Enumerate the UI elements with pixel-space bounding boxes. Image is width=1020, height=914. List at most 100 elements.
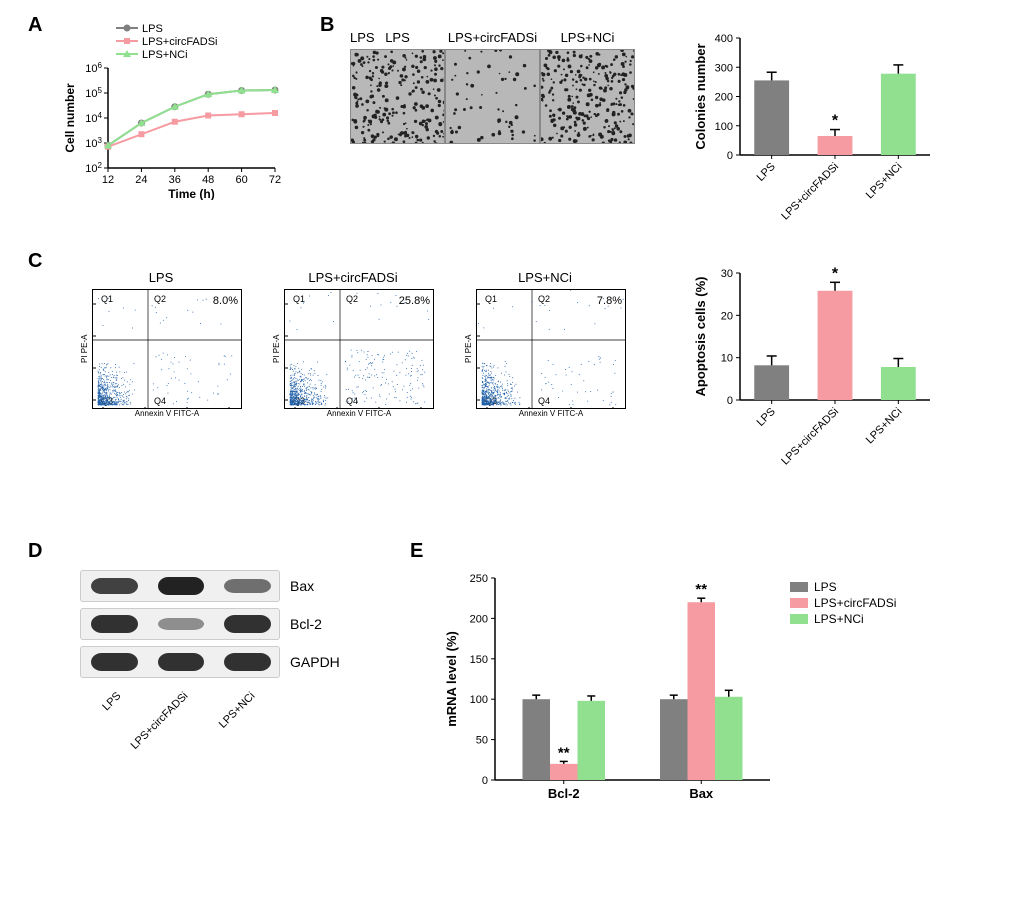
- svg-text:Q1: Q1: [293, 294, 305, 304]
- panel-e-label: E: [410, 540, 423, 563]
- svg-text:106: 106: [85, 61, 102, 76]
- legend-swatch: [790, 582, 808, 592]
- svg-text:LPS: LPS: [755, 161, 778, 184]
- svg-text:Q4: Q4: [538, 396, 550, 406]
- svg-text:24: 24: [135, 174, 147, 186]
- panel-d-blots: BaxBcl-2GAPDHLPSLPS+circFADSiLPS+NCi: [80, 570, 340, 774]
- svg-text:LPS+NCi: LPS+NCi: [864, 161, 905, 202]
- svg-text:LPS: LPS: [142, 23, 163, 35]
- panel-b-cond-label: LPS+NCi: [540, 30, 635, 45]
- blot-lane-label: LPS+circFADSi: [111, 690, 190, 769]
- svg-text:LPS+circFADSi: LPS+circFADSi: [779, 406, 841, 468]
- panel-c-label: C: [28, 250, 42, 273]
- blot-protein-label: Bcl-2: [290, 616, 322, 632]
- svg-text:LPS+circFADSi: LPS+circFADSi: [779, 161, 841, 223]
- facs-x-axis-label: Annexin V FITC-A: [476, 409, 626, 418]
- svg-text:60: 60: [235, 174, 247, 186]
- svg-text:Q4: Q4: [154, 396, 166, 406]
- facs-y-axis-label: PI PE-A: [272, 289, 284, 409]
- svg-text:0: 0: [727, 395, 733, 407]
- svg-text:LPS: LPS: [755, 406, 778, 429]
- blot-lane-label: LPS: [45, 690, 124, 769]
- svg-text:Q1: Q1: [101, 294, 113, 304]
- svg-text:LPS+NCi: LPS+NCi: [864, 406, 905, 447]
- svg-text:Bax: Bax: [689, 786, 714, 801]
- legend-text: LPS+NCi: [814, 612, 864, 626]
- facs-plot: Q1Q2Q3Q48.0%: [92, 289, 242, 409]
- facs-x-axis-label: Annexin V FITC-A: [284, 409, 434, 418]
- svg-text:Bcl-2: Bcl-2: [548, 786, 580, 801]
- blot-row: Bax: [80, 570, 340, 602]
- panel-c-bar: 0102030Apoptosis cells (%)LPS*LPS+circFA…: [690, 255, 940, 475]
- legend-item: LPS: [790, 580, 896, 594]
- blot-image: [80, 570, 280, 602]
- svg-text:mRNA level (%): mRNA level (%): [444, 631, 459, 727]
- svg-text:105: 105: [85, 86, 102, 101]
- svg-text:Q4: Q4: [346, 396, 358, 406]
- svg-text:36: 36: [169, 174, 181, 186]
- facs-cond-label: LPS+NCi: [464, 270, 626, 285]
- svg-text:*: *: [832, 265, 839, 282]
- blot-image: [80, 608, 280, 640]
- panel-b-cond-label: LPS: [350, 30, 445, 45]
- svg-text:104: 104: [85, 111, 102, 126]
- svg-text:30: 30: [721, 268, 733, 280]
- legend-swatch: [790, 614, 808, 624]
- svg-text:103: 103: [85, 136, 102, 151]
- blot-row: GAPDH: [80, 646, 340, 678]
- panel-a-label: A: [28, 14, 42, 37]
- panel-e-legend: LPS LPS+circFADSi LPS+NCi: [790, 580, 896, 628]
- svg-text:**: **: [695, 581, 707, 598]
- colony-image: [540, 49, 635, 144]
- blot-row: Bcl-2: [80, 608, 340, 640]
- blot-lane-label: LPS+NCi: [178, 690, 257, 769]
- blot-image: [80, 646, 280, 678]
- svg-text:100: 100: [715, 121, 733, 133]
- svg-text:Time (h): Time (h): [168, 187, 214, 200]
- facs-y-axis-label: PI PE-A: [464, 289, 476, 409]
- panel-b-bar: 0100200300400Colonies numberLPS*LPS+circ…: [690, 20, 940, 230]
- svg-text:**: **: [558, 744, 570, 761]
- colony-image: [350, 49, 445, 144]
- panel-d-label: D: [28, 540, 42, 563]
- svg-text:Cell number: Cell number: [63, 83, 77, 153]
- svg-text:72: 72: [269, 174, 281, 186]
- facs-y-axis-label: PI PE-A: [80, 289, 92, 409]
- svg-text:Apoptosis cells (%): Apoptosis cells (%): [693, 277, 708, 397]
- panel-b-colony-row: LPSLPS+circFADSiLPS+NCi: [350, 30, 635, 149]
- svg-text:102: 102: [85, 161, 102, 176]
- facs-cond-label: LPS: [80, 270, 242, 285]
- panel-b-label: B: [320, 14, 334, 37]
- svg-text:20: 20: [721, 310, 733, 322]
- panel-a-chart: 102103104105106122436486072Time (h)Cell …: [60, 20, 285, 200]
- facs-plot: Q1Q2Q3Q425.8%: [284, 289, 434, 409]
- svg-text:0: 0: [482, 775, 488, 787]
- figure: A 102103104105106122436486072Time (h)Cel…: [10, 10, 1010, 904]
- svg-text:50: 50: [476, 735, 488, 747]
- panel-b-cond-label: LPS+circFADSi: [445, 30, 540, 45]
- svg-text:100: 100: [470, 694, 488, 706]
- svg-text:LPS+circFADSi: LPS+circFADSi: [142, 36, 218, 48]
- svg-text:250: 250: [470, 573, 488, 585]
- facs-x-axis-label: Annexin V FITC-A: [92, 409, 242, 418]
- blot-protein-label: GAPDH: [290, 654, 340, 670]
- svg-text:300: 300: [715, 62, 733, 74]
- svg-text:400: 400: [715, 33, 733, 45]
- svg-text:Colonies number: Colonies number: [693, 43, 708, 149]
- facs-plot: Q1Q2Q3Q47.8%: [476, 289, 626, 409]
- legend-text: LPS: [814, 580, 837, 594]
- legend-swatch: [790, 598, 808, 608]
- colony-image: [445, 49, 540, 144]
- svg-text:0: 0: [727, 150, 733, 162]
- svg-text:7.8%: 7.8%: [597, 295, 622, 307]
- panel-e-bar: 050100150200250mRNA level (%)**Bcl-2**Ba…: [440, 560, 780, 810]
- facs-cond-label: LPS+circFADSi: [272, 270, 434, 285]
- svg-text:200: 200: [470, 613, 488, 625]
- svg-text:12: 12: [102, 174, 114, 186]
- legend-text: LPS+circFADSi: [814, 596, 896, 610]
- svg-text:Q2: Q2: [538, 294, 550, 304]
- svg-text:LPS+NCi: LPS+NCi: [142, 49, 188, 61]
- facs-wrap: LPSPI PE-AQ1Q2Q3Q48.0%Annexin V FITC-A: [80, 270, 242, 418]
- svg-text:Q1: Q1: [485, 294, 497, 304]
- svg-text:Q2: Q2: [154, 294, 166, 304]
